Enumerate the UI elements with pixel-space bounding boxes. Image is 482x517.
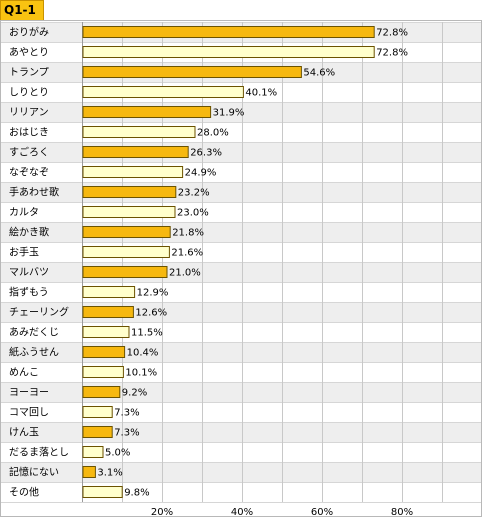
row-background xyxy=(1,222,481,242)
category-label: あやとり xyxy=(9,47,49,59)
category-label: 指ずもう xyxy=(9,286,49,299)
category-label: おりがみ xyxy=(9,26,49,39)
question-label: Q1-1 xyxy=(0,0,44,20)
bar xyxy=(82,126,196,138)
bar xyxy=(82,226,171,238)
value-label: 3.1% xyxy=(97,468,122,479)
row-background xyxy=(1,302,481,322)
bar xyxy=(82,26,375,38)
category-label: 手あわせ歌 xyxy=(9,186,59,199)
row-background xyxy=(1,142,481,162)
x-tick-label: 60% xyxy=(311,507,333,517)
value-label: 26.3% xyxy=(190,148,222,159)
row-background xyxy=(1,182,481,202)
category-label: 紙ふうせん xyxy=(9,346,59,359)
bar xyxy=(82,146,189,158)
bar xyxy=(82,166,184,178)
category-label: 記憶にない xyxy=(9,466,59,479)
category-label: けん玉 xyxy=(9,427,39,439)
bar xyxy=(82,346,126,358)
bar xyxy=(82,326,130,338)
bar xyxy=(82,86,244,98)
category-label: お手玉 xyxy=(9,246,39,259)
category-label: マルバツ xyxy=(9,267,49,279)
value-label: 72.8% xyxy=(376,48,408,59)
value-label: 23.2% xyxy=(178,188,210,199)
bar xyxy=(82,306,134,318)
category-label: チェーリング xyxy=(9,306,69,319)
value-label: 24.9% xyxy=(185,168,217,179)
x-tick-label: 20% xyxy=(151,507,173,517)
value-label: 11.5% xyxy=(131,328,163,339)
value-label: 10.4% xyxy=(127,348,159,359)
value-label: 40.1% xyxy=(245,88,277,99)
value-label: 54.6% xyxy=(303,68,335,79)
x-tick-label: 80% xyxy=(391,507,413,517)
bar xyxy=(82,46,375,58)
category-label: トランプ xyxy=(9,67,49,79)
category-label: ヨーヨー xyxy=(9,388,49,399)
value-label: 12.9% xyxy=(137,288,169,299)
value-label: 21.6% xyxy=(171,248,203,259)
x-tick-label: 40% xyxy=(231,507,253,517)
category-label: なぞなぞ xyxy=(9,167,49,179)
value-label: 7.3% xyxy=(114,408,139,419)
category-label: カルタ xyxy=(9,207,39,219)
category-label: しりとり xyxy=(9,87,49,99)
value-label: 12.6% xyxy=(135,308,167,319)
category-label: リリアン xyxy=(9,108,49,119)
bar xyxy=(82,186,177,198)
category-label: あみだくじ xyxy=(9,327,59,339)
category-label: 絵かき歌 xyxy=(9,226,49,239)
value-label: 28.0% xyxy=(197,128,229,139)
row-background xyxy=(1,382,481,402)
value-label: 10.1% xyxy=(125,368,157,379)
bar xyxy=(82,406,113,418)
bar xyxy=(82,106,212,118)
bar xyxy=(82,286,136,298)
bar xyxy=(82,206,176,218)
category-label: おはじき xyxy=(9,127,49,139)
value-label: 9.2% xyxy=(122,388,147,399)
value-label: 7.3% xyxy=(114,428,139,439)
category-label: その他 xyxy=(9,486,39,499)
row-background xyxy=(1,462,481,482)
bar xyxy=(82,266,168,278)
category-label: めんこ xyxy=(9,367,39,379)
value-label: 21.8% xyxy=(172,228,204,239)
value-label: 72.8% xyxy=(376,28,408,39)
value-label: 9.8% xyxy=(124,488,149,499)
bar xyxy=(82,446,104,458)
row-background xyxy=(1,262,481,282)
bar xyxy=(82,246,170,258)
bar xyxy=(82,366,124,378)
bar xyxy=(82,386,121,398)
bar xyxy=(82,486,123,498)
category-label: だるま落とし xyxy=(9,447,69,459)
bar xyxy=(82,426,113,438)
row-background xyxy=(1,422,481,442)
bar xyxy=(82,66,302,78)
value-label: 31.9% xyxy=(213,108,245,119)
category-label: コマ回し xyxy=(9,407,49,419)
bar xyxy=(82,466,96,478)
value-label: 23.0% xyxy=(177,208,209,219)
row-background xyxy=(1,342,481,362)
category-label: すごろく xyxy=(9,146,49,159)
value-label: 21.0% xyxy=(169,268,201,279)
value-label: 5.0% xyxy=(105,448,130,459)
